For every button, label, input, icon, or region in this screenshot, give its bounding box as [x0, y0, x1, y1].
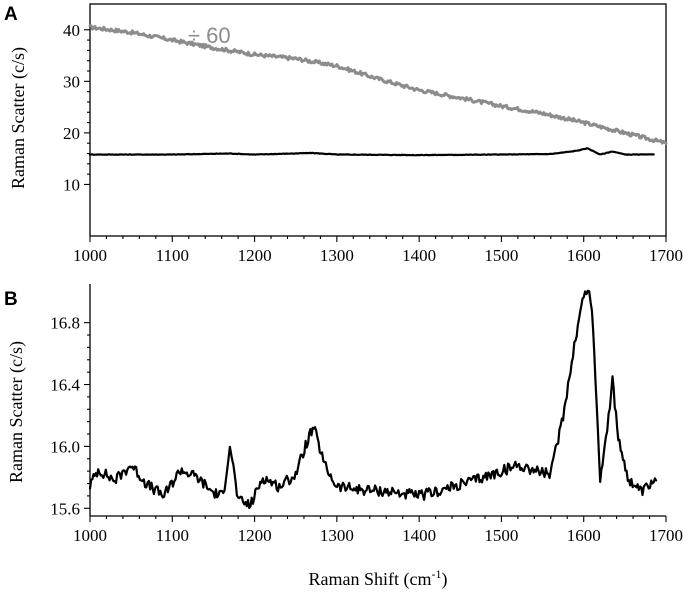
series-line-black — [88, 147, 655, 157]
x-tick-label: 1600 — [567, 246, 601, 265]
x-tick-label: 1000 — [73, 246, 107, 265]
x-axis-title-main: Raman Shift (cm — [309, 569, 432, 590]
x-tick-label: 1400 — [402, 246, 436, 265]
x-tick-label: 1300 — [320, 526, 354, 545]
x-tick-label: 1600 — [567, 526, 601, 545]
x-tick-label: 1100 — [156, 246, 189, 265]
panel-a-axes: 1000 1100 1200 1300 1400 1500 1600 1700 10 20 30 40 — [63, 3, 683, 265]
x-tick-label: 1300 — [320, 246, 354, 265]
y-tick-label: 15.6 — [50, 499, 80, 518]
x-tick-label: 1000 — [73, 526, 107, 545]
panel-a-letter: A — [4, 4, 18, 25]
panel-b-x-axis-title: Raman Shift (cm-1) — [309, 567, 448, 590]
x-tick-label: 1700 — [649, 246, 683, 265]
y-tick-label: 40 — [63, 21, 80, 40]
plot-frame — [89, 3, 667, 237]
x-tick-label: 1400 — [402, 526, 436, 545]
y-tick-label: 16.8 — [50, 314, 80, 333]
x-tick-label: 1200 — [238, 246, 272, 265]
y-tick-label: 30 — [63, 72, 80, 91]
x-tick-label: 1200 — [238, 526, 272, 545]
panel-a: A 1000 1100 1200 1300 1400 1500 1600 1700 10 20 30… — [4, 3, 683, 265]
y-tick-label: 16.4 — [50, 376, 80, 395]
x-tick-label: 1500 — [484, 526, 518, 545]
panel-b-series — [88, 289, 658, 509]
panel-a-y-axis-title: Raman Scatter (c/s) — [8, 47, 29, 189]
panel-b-letter: B — [4, 289, 18, 310]
x-tick-label: 1500 — [484, 246, 518, 265]
panel-a-series — [88, 24, 668, 157]
panel-b-axes: 1000 1100 1200 1300 1400 1500 1600 1700 15.6 16.0… — [50, 284, 683, 545]
series-line-gray — [88, 24, 668, 145]
x-tick-label: 1700 — [649, 526, 683, 545]
panel-b: B 1000 1100 1200 1300 1400 1500 1600 1700 15.6 16… — [4, 284, 683, 590]
x-axis-title-close: ) — [441, 569, 447, 590]
x-tick-label: 1100 — [156, 526, 189, 545]
y-tick-label: 16.0 — [50, 437, 80, 456]
x-axis-title-superscript: -1 — [431, 567, 441, 581]
y-tick-label: 20 — [63, 124, 80, 143]
series-line-black — [88, 289, 658, 509]
panel-a-annotation: ÷ 60 — [188, 23, 231, 48]
y-tick-label: 10 — [63, 175, 80, 194]
panel-b-y-axis-title: Raman Scatter (c/s) — [6, 341, 27, 483]
